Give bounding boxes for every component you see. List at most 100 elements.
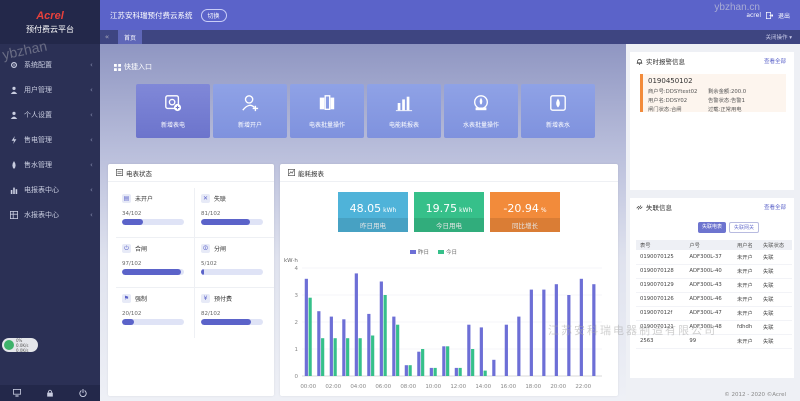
table-cell: 失联 [759, 334, 792, 349]
bar-today [458, 367, 462, 376]
alarm-detail: 告警状态:告警1 [708, 98, 745, 104]
quick-entry-water-batch[interactable]: 水表批量操作 [444, 84, 518, 138]
chart-icon [10, 186, 18, 194]
bar-yesterday [367, 313, 371, 376]
x-tick-label: 12:00 [450, 384, 466, 390]
quick-entry-grid: 新增表电 新增开户 电表批量操作 电能耗报表 水表批量操作 新增表水 [136, 84, 595, 138]
table-cell: ADF300L-48 [685, 320, 733, 335]
report-icon [395, 96, 413, 111]
chevron-left-icon: ‹ [90, 135, 93, 144]
table-row[interactable]: 2563 99 未开户 失联 [636, 334, 792, 349]
status-cell-prepaid[interactable]: ¥ 预付费 82/102 [195, 288, 274, 338]
alarm-card[interactable]: 0190450102 商户号:DDSYtest02 剩余金额:200.0 用户名… [640, 74, 786, 113]
bar-yesterday [342, 319, 346, 376]
sidebar-item-system-config[interactable]: 系统配置 ‹ [0, 52, 100, 77]
brand-logo: Acrel [36, 9, 64, 22]
tab-home[interactable]: 首页 [118, 30, 143, 44]
quick-entry-heading: 快捷入口 [114, 62, 152, 72]
lock-icon[interactable] [46, 389, 54, 397]
close-operations-button[interactable]: 关闭操作 ▾ [765, 35, 792, 41]
table-row[interactable]: 019007012f ADF300L-47 未开户 失联 [636, 306, 792, 321]
quick-entry-energy-report[interactable]: 电能耗报表 [367, 84, 441, 138]
y-tick-label: 2 [295, 320, 299, 326]
quick-entry-add-water-meter[interactable]: 新增表水 [521, 84, 595, 138]
status-cell-offline[interactable]: ✕ 失联 81/102 [195, 188, 274, 237]
status-label: 未开户 [135, 196, 154, 203]
bar-today [346, 338, 350, 376]
tab-lost-meters[interactable]: 失联电表 [698, 222, 727, 233]
user-name[interactable]: acrel [746, 11, 761, 19]
quick-entry-add-account[interactable]: 新增开户 [213, 84, 287, 138]
table-cell: 019007012f [636, 306, 686, 321]
status-progress-fill [201, 219, 251, 225]
sidebar-item-electricity-sales[interactable]: 售电管理 ‹ [0, 127, 100, 152]
x-tick-label: 14:00 [475, 384, 491, 390]
meter-status-row: ⏻ 合闸 97/102 ⏼ 分闸 5/102 [116, 238, 274, 288]
switch-on-icon: ⏻ [122, 244, 131, 253]
alarm-detail: 过载:正常用电 [708, 107, 742, 113]
quick-entry-add-meter[interactable]: 新增表电 [136, 84, 210, 138]
bar-today [358, 338, 362, 376]
status-label: 预付费 [214, 296, 233, 303]
water-add-icon [550, 94, 566, 111]
bar-today [396, 324, 400, 376]
sidebar-item-personal-settings[interactable]: 个人设置 ‹ [0, 102, 100, 127]
table-cell: 未开户 [732, 306, 759, 321]
y-tick-label: 3 [295, 293, 299, 299]
monitor-icon[interactable] [12, 389, 21, 397]
meter-status-panel: 电表状态 ▤ 未开户 34/102 ✕ 失联 81/102 [108, 164, 274, 396]
bar-today [383, 295, 387, 376]
table-row[interactable]: 0190070128 ADF300L-40 未开户 失联 [636, 264, 792, 279]
sidebar-item-user-management[interactable]: 用户管理 ‹ [0, 77, 100, 102]
person-icon [10, 111, 18, 119]
lost-view-all-link[interactable]: 查看全部 [763, 205, 786, 211]
bar-today [483, 370, 487, 376]
status-label: 失联 [214, 196, 227, 203]
bar-yesterday [304, 278, 308, 376]
sidebar-item-electric-report-center[interactable]: 电报表中心 ‹ [0, 177, 100, 202]
tab-scroll-left-icon[interactable]: « [104, 33, 110, 41]
table-row[interactable]: 0190070125 ADF300L-37 未开户 失联 [636, 250, 792, 265]
kpi-value-box: -20.94% [490, 192, 560, 218]
meter-status-row: ▤ 未开户 34/102 ✕ 失联 81/102 [116, 188, 274, 238]
table-row[interactable]: 0190070129 ADF300L-43 未开户 失联 [636, 278, 792, 293]
status-cell-open[interactable]: ⏼ 分闸 5/102 [195, 238, 274, 287]
network-speed-widget[interactable]: 0% 0.0K/s 0.0K/s [2, 338, 38, 353]
table-row[interactable]: 0190070126 ADF300L-46 未开户 失联 [636, 292, 792, 307]
logout-button[interactable]: 退出 [777, 12, 790, 20]
power-icon[interactable] [79, 389, 87, 398]
bell-icon [636, 58, 643, 65]
bar-today [446, 346, 450, 376]
sidebar-item-water-report-center[interactable]: 水报表中心 ‹ [0, 202, 100, 227]
switch-button[interactable]: 切换 [200, 8, 227, 22]
alarm-details: 商户号:DDSYtest02 剩余金额:200.0 用户名:DDSY02 告警状… [648, 87, 781, 113]
status-progress [201, 319, 263, 325]
column-header: 用户名 [732, 240, 759, 250]
table-cell: 失联 [759, 250, 792, 265]
water-batch-icon [474, 94, 488, 110]
status-cell-forced[interactable]: ⚑ 强制 20/102 [116, 288, 195, 338]
chevron-left-icon: ‹ [90, 210, 93, 219]
sidebar-item-label: 水报表中心 [24, 210, 59, 219]
status-cell-closed[interactable]: ⏻ 合闸 97/102 [116, 238, 195, 287]
bar-yesterday [454, 367, 458, 376]
quick-entry-label: 新增表电 [160, 121, 185, 129]
table-row[interactable]: 0190070121 ADF300L-48 fdhdh 失联 [636, 320, 792, 335]
lost-tabs: 失联电表 失联网关 [698, 222, 760, 233]
sidebar-item-water-sales[interactable]: 售水管理 ‹ [0, 152, 100, 177]
status-count: 20/102 [122, 311, 142, 317]
status-cell-unopened[interactable]: ▤ 未开户 34/102 [116, 188, 195, 237]
table-cell: 失联 [759, 320, 792, 335]
quick-entry-meter-batch[interactable]: 电表批量操作 [290, 84, 364, 138]
table-cell: 失联 [759, 292, 792, 307]
alarm-view-all-link[interactable]: 查看全部 [763, 59, 786, 65]
tab-lost-gateways[interactable]: 失联网关 [729, 222, 760, 233]
alarm-detail: 用户名:DDSY02 [648, 98, 688, 104]
kpi-value: -20.94 [503, 202, 539, 215]
table-cell: 未开户 [732, 250, 759, 265]
site-watermark-right: ybzhan.cn [714, 2, 760, 13]
logout-icon [765, 11, 773, 19]
bar-yesterday [317, 311, 321, 376]
legend-label: 昨日 [418, 248, 429, 256]
